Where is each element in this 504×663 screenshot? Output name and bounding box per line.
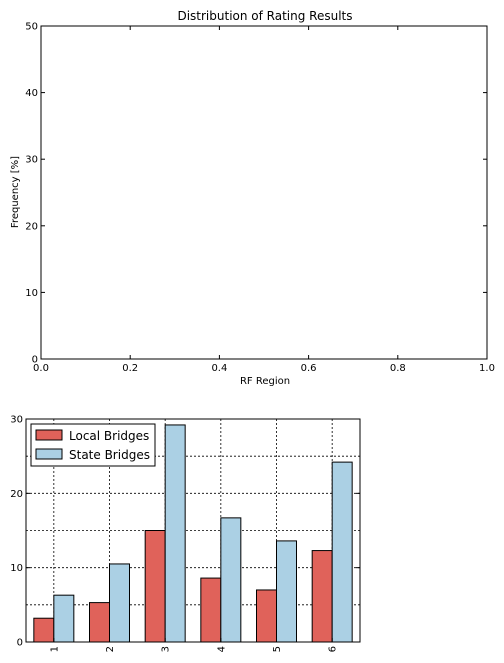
x-tick-label: 5 bbox=[272, 646, 283, 652]
chart-title: Distribution of Rating Results bbox=[177, 9, 352, 23]
x-tick-label: 3 bbox=[161, 646, 172, 652]
chart-bridges: 0 10 20 30 1 2 3 4 5 6 Local Bridges State Bridg… bbox=[10, 415, 361, 652]
bar-local-4 bbox=[200, 577, 222, 643]
y-tick-label: 20 bbox=[25, 221, 38, 232]
y-tick-label: 40 bbox=[25, 88, 38, 99]
x-axis-label: RF Region bbox=[240, 376, 290, 387]
y-tick-label: 50 bbox=[25, 22, 38, 33]
plot-frame bbox=[25, 418, 361, 643]
x-tick-label: 2 bbox=[105, 646, 116, 652]
y-tick-label: 30 bbox=[25, 155, 38, 166]
legend-swatch-state bbox=[35, 448, 63, 460]
x-tick-label: 0.6 bbox=[301, 363, 317, 374]
bar-local-1 bbox=[33, 617, 55, 643]
y-axis-label: Frequency [%] bbox=[10, 156, 21, 228]
bar-local-6 bbox=[311, 550, 333, 643]
bars bbox=[33, 424, 353, 643]
chart-rating-distribution: Distribution of Rating Results RF Region… bbox=[10, 9, 495, 387]
bar-state-6 bbox=[331, 461, 353, 643]
y-tick-label: 0 bbox=[32, 355, 38, 366]
legend-label-state: State Bridges bbox=[69, 448, 150, 462]
x-tick-label: 1 bbox=[49, 646, 60, 652]
x-tick-label: 1.0 bbox=[479, 363, 495, 374]
y-tick-label: 10 bbox=[10, 563, 23, 574]
y-tick-label: 20 bbox=[10, 489, 23, 500]
bar-state-3 bbox=[164, 424, 186, 643]
bar-state-1 bbox=[53, 594, 75, 643]
plot-frame bbox=[40, 25, 488, 360]
x-tick-label: 4 bbox=[216, 646, 227, 652]
x-tick-label: 6 bbox=[328, 646, 339, 652]
legend-label-local: Local Bridges bbox=[69, 429, 149, 443]
x-axis-ticks: 1 2 3 4 5 6 bbox=[49, 638, 339, 652]
x-axis-ticks: 0.0 0.2 0.4 0.6 0.8 1.0 bbox=[33, 26, 495, 374]
y-tick-label: 30 bbox=[10, 415, 23, 426]
x-tick-label: 0.8 bbox=[390, 363, 406, 374]
legend-swatch-local bbox=[35, 429, 63, 441]
x-tick-label: 0.0 bbox=[33, 363, 49, 374]
bar-state-5 bbox=[276, 540, 297, 643]
bar-local-2 bbox=[89, 602, 110, 643]
bar-state-4 bbox=[220, 517, 242, 643]
bar-local-5 bbox=[256, 589, 277, 643]
y-tick-label: 0 bbox=[17, 638, 23, 649]
y-axis-ticks: 0 10 20 30 40 50 bbox=[25, 22, 487, 366]
x-tick-label: 0.2 bbox=[122, 363, 138, 374]
bar-state-2 bbox=[109, 563, 130, 643]
y-tick-label: 10 bbox=[25, 288, 38, 299]
legend: Local Bridges State Bridges bbox=[30, 423, 156, 467]
x-tick-label: 0.4 bbox=[211, 363, 227, 374]
bar-local-3 bbox=[144, 530, 166, 643]
